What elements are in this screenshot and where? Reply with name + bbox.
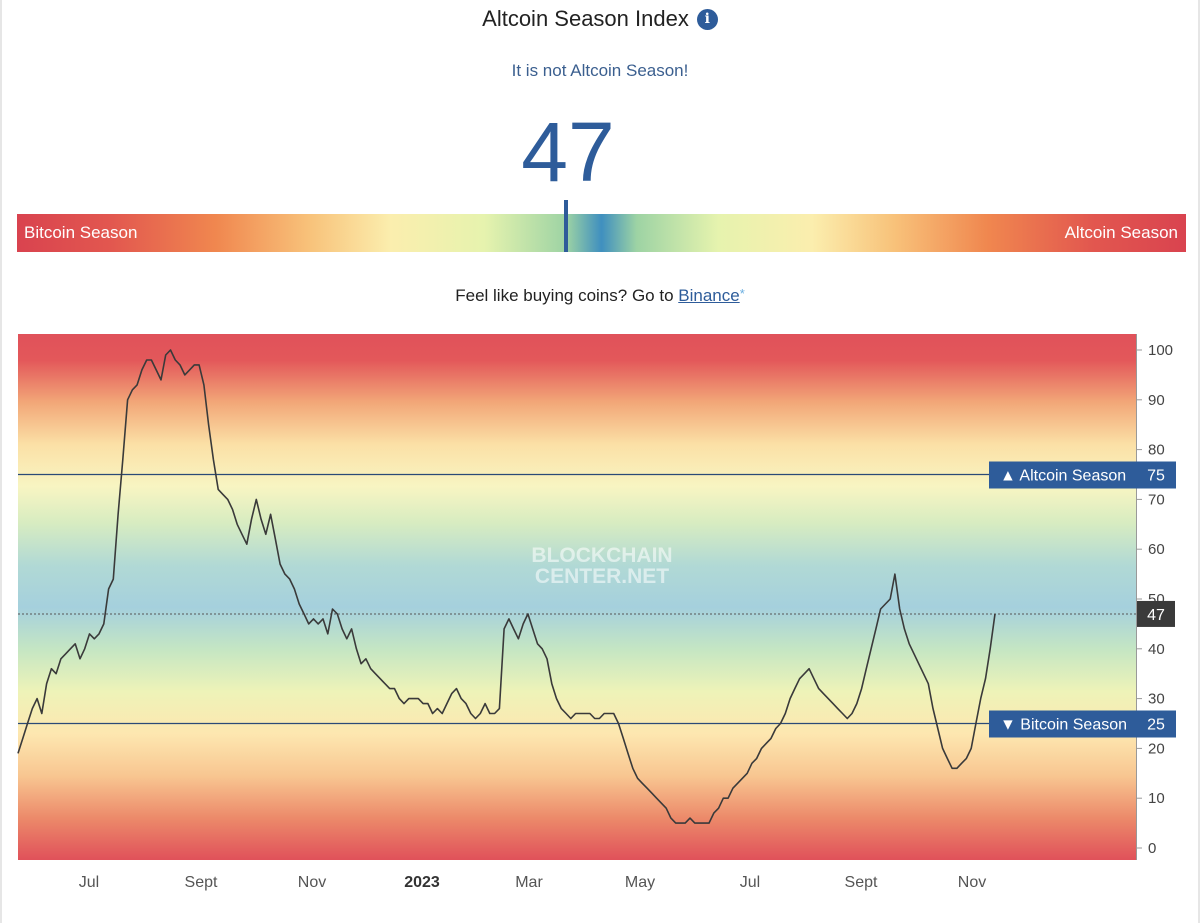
x-axis: Jul Sept Nov 2023 Mar May Jul Sept Nov (79, 874, 986, 891)
x-tick-label: Nov (958, 874, 986, 891)
x-tick-label: Sept (845, 874, 878, 891)
reference-flag-label: ▲ Altcoin Season (1000, 468, 1126, 485)
reference-flags: ▲ Altcoin Season 75 ▼ Bitcoin Season 25 47 (989, 461, 1176, 738)
reference-flag-value: 75 (1147, 468, 1165, 485)
x-tick-label: Jul (79, 874, 99, 891)
y-tick-label: 60 (1148, 541, 1165, 558)
y-tick-label: 70 (1148, 491, 1165, 508)
current-value-label: 47 (1147, 607, 1165, 624)
y-tick-label: 100 (1148, 342, 1173, 359)
reference-flag (989, 461, 1176, 489)
gauge-altcoin-season-label: Altcoin Season (1064, 223, 1178, 242)
reference-flag-label: ▼ Bitcoin Season (1000, 717, 1127, 734)
y-tick-label: 30 (1148, 691, 1165, 708)
reference-flag-value: 25 (1147, 717, 1165, 734)
promo-asterisk: * (739, 286, 745, 301)
reference-flag (989, 710, 1176, 738)
index-value: 47 (521, 105, 615, 199)
y-tick-label: 40 (1148, 641, 1165, 658)
x-tick-label: Mar (515, 874, 543, 891)
reference-lines (18, 473, 1136, 725)
y-tick-label: 0 (1148, 840, 1156, 857)
season-gauge: Bitcoin Season Altcoin Season (17, 200, 1186, 252)
promo-line: Feel like buying coins? Go to Binance* (0, 286, 1200, 306)
watermark-text: CENTER.NET (535, 565, 669, 588)
y-tick-label: 80 (1148, 442, 1165, 459)
left-frame-border (0, 0, 2, 923)
y-tick-label: 90 (1148, 392, 1165, 409)
right-frame-border (1198, 0, 1200, 923)
y-tick-label: 10 (1148, 790, 1165, 807)
promo-text: Feel like buying coins? Go to (455, 286, 679, 305)
header: Altcoin Season Index i (0, 6, 1200, 32)
current-value-flag (1137, 600, 1175, 627)
season-status: It is not Altcoin Season! (511, 61, 689, 80)
gauge-bitcoin-season-label: Bitcoin Season (24, 223, 138, 242)
binance-link[interactable]: Binance (678, 286, 740, 305)
info-icon[interactable]: i (696, 8, 718, 30)
x-tick-label: Sept (185, 874, 218, 891)
series-line (17, 349, 996, 824)
chart-background (18, 334, 1136, 860)
x-tick-label: May (625, 874, 655, 891)
x-tick-label: 2023 (404, 874, 440, 891)
watermark-text: BLOCKCHAIN (531, 544, 672, 567)
x-tick-label: Jul (740, 874, 760, 891)
gauge-marker (564, 200, 569, 252)
page-title: Altcoin Season Index (482, 6, 689, 31)
x-tick-label: Nov (298, 874, 326, 891)
y-tick-label: 20 (1148, 740, 1165, 757)
